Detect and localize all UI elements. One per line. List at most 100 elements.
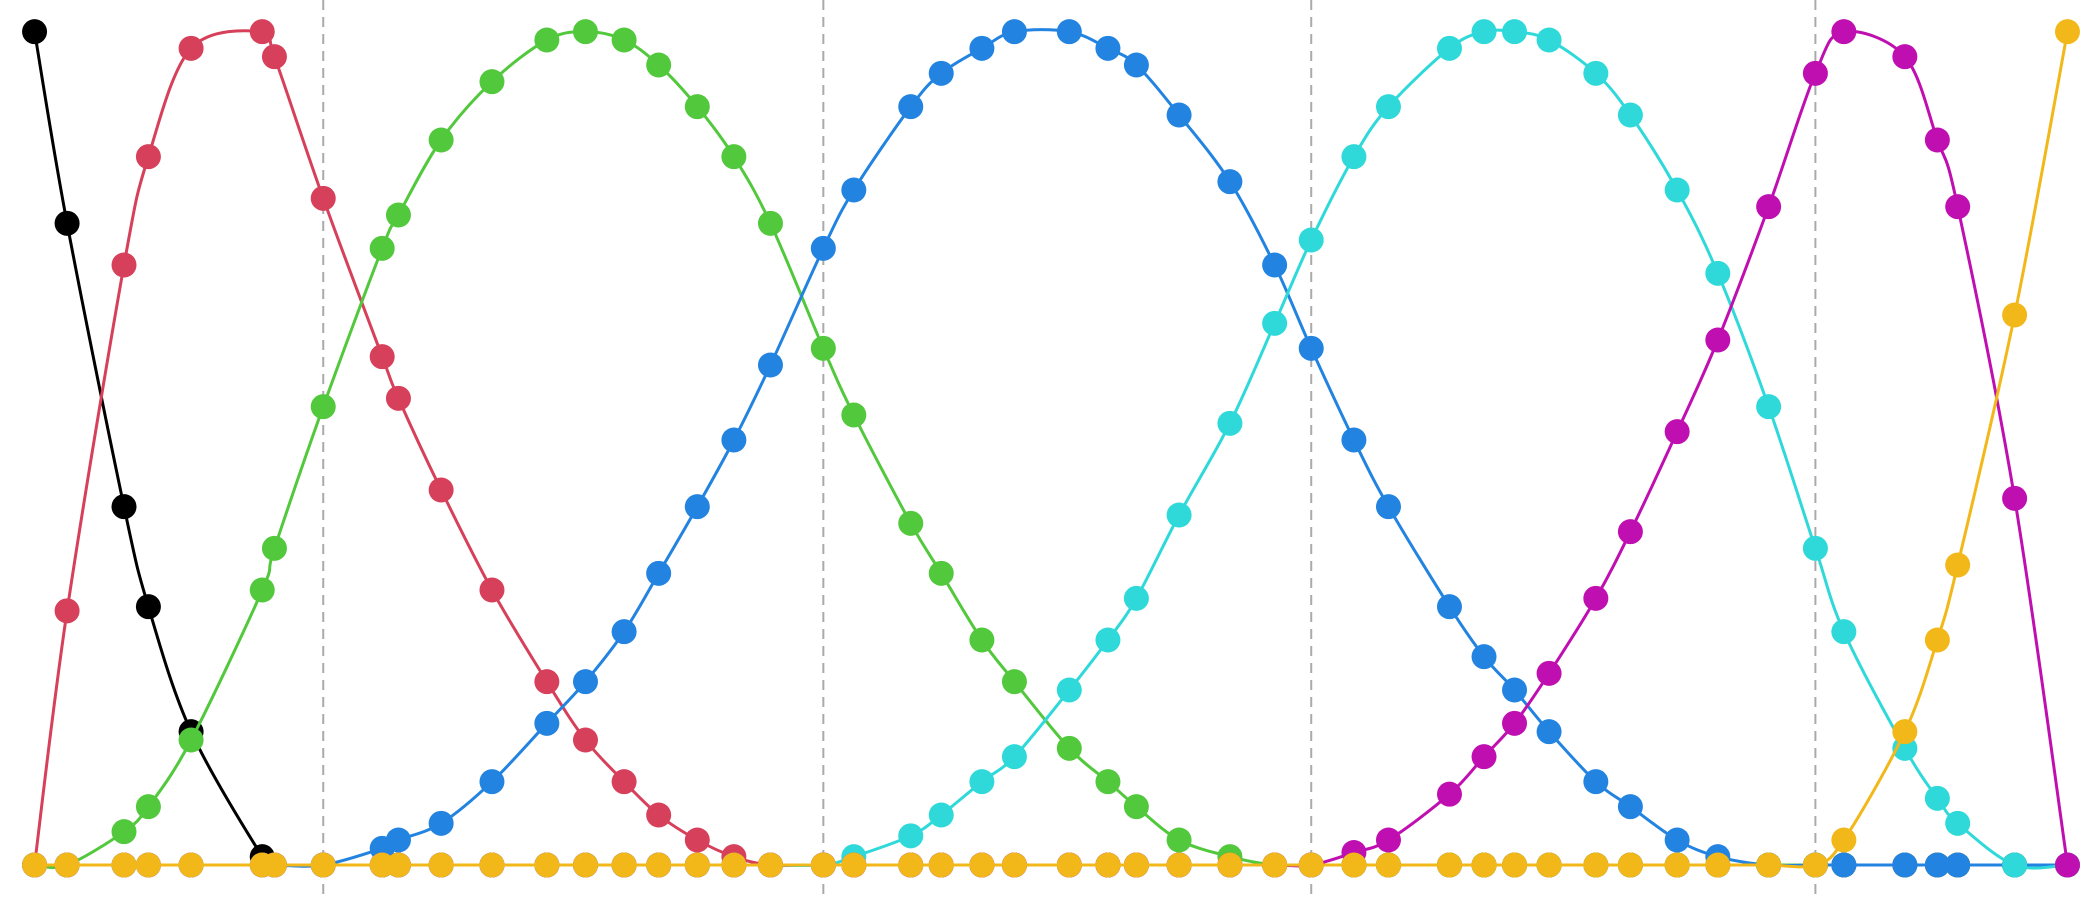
data-point: [757, 352, 783, 378]
data-point: [1617, 519, 1643, 545]
data-point: [1341, 852, 1367, 878]
data-point: [261, 44, 287, 70]
data-point: [534, 669, 560, 695]
data-point: [1123, 52, 1149, 78]
data-point: [1375, 827, 1401, 853]
data-point: [1945, 810, 1971, 836]
data-point: [611, 27, 637, 53]
data-point: [310, 394, 336, 420]
data-point: [841, 177, 867, 203]
data-point: [1001, 669, 1027, 695]
data-point: [1471, 852, 1497, 878]
data-point: [1001, 19, 1027, 45]
series-line: [33, 29, 2068, 868]
data-point: [684, 827, 710, 853]
data-point: [1536, 852, 1562, 878]
data-point: [178, 852, 204, 878]
data-point: [1056, 735, 1082, 761]
data-point: [1536, 27, 1562, 53]
data-point: [1095, 627, 1121, 653]
data-point: [1583, 60, 1609, 86]
data-point: [111, 852, 137, 878]
data-point: [1831, 852, 1857, 878]
data-point: [2054, 852, 2080, 878]
data-point: [810, 335, 836, 361]
data-point: [2002, 852, 2028, 878]
data-point: [1001, 852, 1027, 878]
data-point: [178, 35, 204, 61]
data-point: [1298, 227, 1324, 253]
data-point: [1166, 852, 1192, 878]
data-point: [898, 852, 924, 878]
data-point: [1756, 394, 1782, 420]
data-point: [479, 69, 505, 95]
data-point: [1341, 427, 1367, 453]
data-point: [1095, 769, 1121, 795]
data-point: [385, 827, 411, 853]
data-point: [1892, 44, 1918, 70]
data-point: [479, 852, 505, 878]
data-point: [385, 202, 411, 228]
data-point: [1924, 785, 1950, 811]
data-point: [1892, 719, 1918, 745]
data-point: [1056, 677, 1082, 703]
series-line: [34, 28, 2068, 868]
data-point: [1095, 852, 1121, 878]
data-point: [428, 810, 454, 836]
data-point: [898, 94, 924, 120]
data-point: [969, 35, 995, 61]
data-point: [22, 852, 48, 878]
data-point: [1502, 677, 1528, 703]
data-point: [646, 802, 672, 828]
data-point: [261, 852, 287, 878]
data-point: [572, 852, 598, 878]
data-point: [1217, 410, 1243, 436]
data-point: [721, 144, 747, 170]
data-point: [572, 669, 598, 695]
data-point: [534, 852, 560, 878]
data-point: [1664, 827, 1690, 853]
data-point: [1664, 177, 1690, 203]
data-point: [1217, 852, 1243, 878]
data-point: [721, 852, 747, 878]
data-point: [1617, 794, 1643, 820]
data-point: [969, 852, 995, 878]
data-point: [684, 94, 710, 120]
data-point: [369, 344, 395, 370]
data-point: [646, 852, 672, 878]
series-line: [33, 31, 2068, 871]
data-point: [841, 402, 867, 428]
data-point: [1217, 169, 1243, 195]
data-point: [572, 19, 598, 45]
data-point: [135, 594, 161, 620]
series-line: [34, 28, 2068, 870]
data-point: [1436, 781, 1462, 807]
data-point: [684, 852, 710, 878]
data-point: [1664, 852, 1690, 878]
data-point: [898, 823, 924, 849]
data-point: [1095, 35, 1121, 61]
data-point: [1583, 852, 1609, 878]
data-point: [1262, 310, 1288, 336]
data-point: [1123, 852, 1149, 878]
data-point: [1298, 335, 1324, 361]
data-point: [1375, 852, 1401, 878]
data-point: [1536, 660, 1562, 686]
data-point: [135, 794, 161, 820]
data-point: [646, 52, 672, 78]
data-point: [1756, 852, 1782, 878]
series-line: [34, 29, 2069, 868]
data-point: [534, 27, 560, 53]
data-point: [261, 535, 287, 561]
data-point: [1166, 102, 1192, 128]
data-point: [928, 560, 954, 586]
data-point: [1056, 19, 1082, 45]
data-point: [1583, 769, 1609, 795]
data-point: [1617, 852, 1643, 878]
data-point: [1166, 827, 1192, 853]
data-point: [1831, 827, 1857, 853]
data-point: [1892, 852, 1918, 878]
data-point: [111, 494, 137, 520]
data-point: [2002, 302, 2028, 328]
